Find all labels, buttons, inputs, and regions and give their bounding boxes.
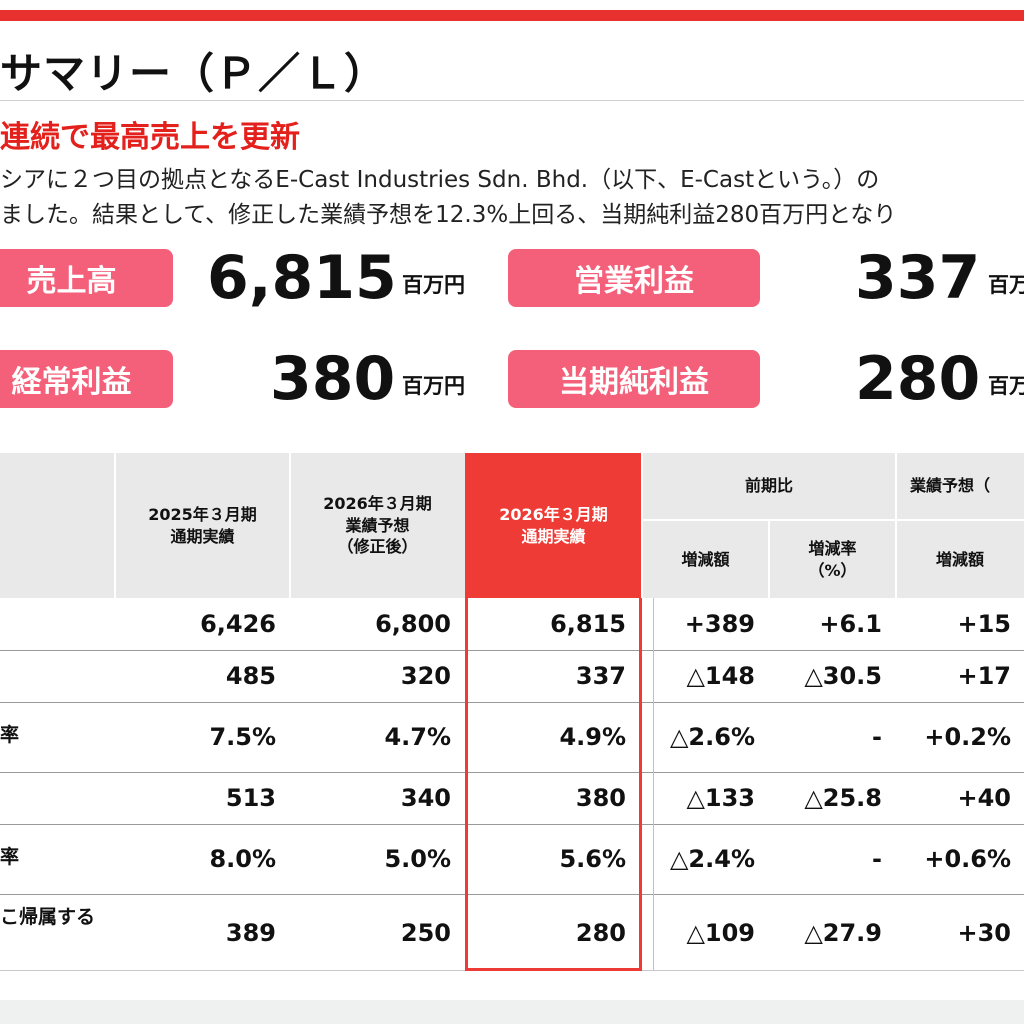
kpi-label-net-profit: 当期純利益 [508,350,760,408]
kpi-value-sales: 6,815 [207,243,397,313]
kpi-unit-sales: 百万円 [402,273,465,297]
body-text-line-2: ました。結果として、修正した業績予想を12.3%上回る、当期純利益280百万円と… [0,202,897,228]
kpi-label-sales: 売上高 [0,249,173,307]
cell-yoy-amount: +389 [684,610,755,638]
kpi-label-ordinary-profit: 経常利益 [0,350,173,408]
header-yoy-amount: 増減額 [642,521,769,598]
cell-fy2025: 389 [225,919,276,947]
header-yoy: 前期比 [642,453,896,519]
cell-fy2026: 280 [575,919,626,947]
cell-yoy-rate: +6.1 [819,610,882,638]
header-divider [289,453,291,598]
cell-forecast-diff: +17 [957,662,1011,690]
column-divider [653,598,654,970]
cell-forecast: 5.0% [384,845,451,873]
cell-fy2025: 6,426 [200,610,276,638]
kpi-unit-operating-profit: 百万 [988,273,1024,297]
cell-fy2025: 485 [225,662,276,690]
cell-yoy-rate: △27.9 [804,919,882,947]
page-title: サマリー（Ｐ／Ｌ） [0,49,388,98]
header-forecast-amount: 増減額 [896,521,1024,598]
kpi-value-operating-profit: 337 [855,243,981,313]
row-divider [0,772,1024,773]
header-fy2026-actual: 2026年３月期 通期実績 [465,453,642,598]
row-label: こ帰属する [0,906,96,928]
cell-yoy-rate: - [872,845,882,873]
cell-yoy-rate: △30.5 [804,662,882,690]
cell-fy2025: 8.0% [209,845,276,873]
cell-yoy-amount: △2.6% [669,723,755,751]
kpi-value-ordinary-profit: 380 [270,344,396,414]
cell-yoy-amount: △133 [686,784,755,812]
title-divider [0,100,1024,101]
cell-yoy-rate: - [872,723,882,751]
cell-fy2026: 5.6% [559,845,626,873]
cell-forecast: 6,800 [375,610,451,638]
cell-forecast: 340 [400,784,451,812]
top-accent-bar [0,10,1024,21]
cell-fy2025: 7.5% [209,723,276,751]
cell-forecast: 320 [400,662,451,690]
body-text-line-1: シアに２つ目の拠点となるE-Cast Industries Sdn. Bhd.（… [0,167,880,193]
cell-forecast: 250 [400,919,451,947]
kpi-label-operating-profit: 営業利益 [508,249,760,307]
cell-fy2026: 337 [575,662,626,690]
row-label: 率 [0,724,20,746]
cell-forecast-diff: +15 [957,610,1011,638]
header-divider [641,453,643,598]
cell-yoy-amount: △2.4% [669,845,755,873]
footer-band [0,1000,1024,1024]
kpi-unit-net-profit: 百万 [988,374,1024,398]
cell-yoy-amount: △148 [686,662,755,690]
headline: 連続で最高売上を更新 [0,120,300,155]
header-yoy-rate: 増減率 （%） [769,521,896,598]
header-fy2026-forecast: 2026年３月期 業績予想 （修正後） [290,453,465,598]
cell-fy2026: 6,815 [550,610,626,638]
cell-fy2025: 513 [225,784,276,812]
header-divider [895,453,897,598]
header-forecast-comparison: 業績予想（ [896,453,1024,519]
row-divider [0,702,1024,703]
cell-forecast-diff: +30 [957,919,1011,947]
cell-forecast: 4.7% [384,723,451,751]
cell-fy2026: 380 [575,784,626,812]
header-fy2025-actual: 2025年３月期 通期実績 [115,453,290,598]
header-divider [642,519,1024,521]
row-divider [0,650,1024,651]
header-divider [768,521,770,598]
header-divider [114,453,116,598]
kpi-value-net-profit: 280 [855,344,981,414]
cell-fy2026: 4.9% [559,723,626,751]
row-divider [0,824,1024,825]
cell-forecast-diff: +40 [957,784,1011,812]
highlight-column-frame [465,598,642,971]
row-divider [0,894,1024,895]
row-label: 率 [0,846,20,868]
kpi-unit-ordinary-profit: 百万円 [402,374,465,398]
cell-yoy-rate: △25.8 [804,784,882,812]
cell-forecast-diff: +0.6% [924,845,1011,873]
cell-forecast-diff: +0.2% [924,723,1011,751]
cell-yoy-amount: △109 [686,919,755,947]
